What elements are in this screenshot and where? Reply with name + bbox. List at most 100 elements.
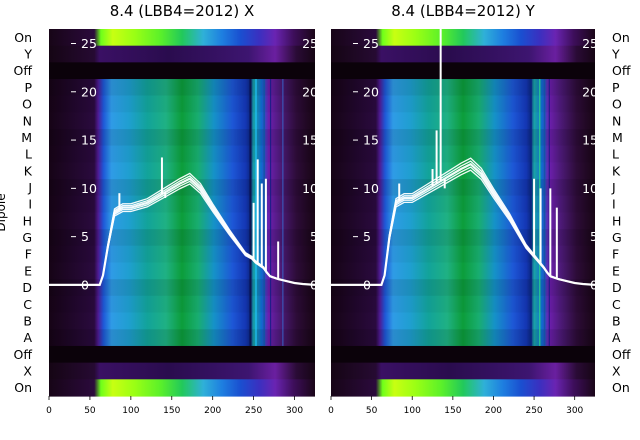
- heatmap-row-y-1: [331, 45, 595, 63]
- row-label-d: D: [22, 280, 32, 295]
- x-tick-label: 150: [163, 406, 180, 416]
- x-tick-label: 150: [444, 406, 461, 416]
- heatmap-row-p-3: [331, 79, 595, 97]
- row-label-x: X: [612, 363, 621, 378]
- row-label-i: I: [28, 197, 32, 212]
- x-tick-label: 200: [204, 406, 221, 416]
- row-label-l: L: [25, 147, 32, 162]
- overlay-y-tick-label: 20: [363, 84, 379, 99]
- row-label-e: E: [612, 263, 620, 278]
- heatmap-streak-2: [543, 79, 546, 346]
- x-tick-label: 300: [566, 406, 583, 416]
- heatmap-row-p-3: [49, 79, 315, 97]
- heatmap-row-n-5: [331, 112, 595, 130]
- heatmap-panel-y: 8.4 (LBB4=2012) YOnYOffPONMLKJIHGFEDCBAO…: [328, 2, 631, 416]
- overlay-y-tick-label: 15: [363, 133, 379, 148]
- y-axis-label: Dipole: [0, 193, 8, 231]
- overlay-y-tick-label-right: 15: [302, 133, 318, 148]
- row-label-off: Off: [14, 63, 33, 78]
- row-label-f: F: [612, 247, 619, 262]
- heatmap-streak-2: [263, 79, 265, 346]
- heatmap-row-o-4: [49, 95, 315, 114]
- overlay-y-tick-label-right: 20: [582, 84, 598, 99]
- heatmap-streak-0: [530, 79, 533, 346]
- row-label-b: B: [23, 313, 32, 328]
- heatmap-streak-3: [548, 79, 550, 346]
- row-label-h: H: [612, 213, 621, 228]
- row-label-x: X: [23, 363, 32, 378]
- heatmap-row-d-15: [331, 279, 595, 297]
- heatmap-row-b-17: [331, 312, 595, 330]
- row-label-d: D: [612, 280, 622, 295]
- row-label-off: Off: [612, 63, 631, 78]
- heatmap-row-shade-12: [49, 229, 315, 246]
- row-label-g: G: [612, 230, 622, 245]
- overlay-y-tick-label-right: 15: [582, 133, 598, 148]
- heatmap-streak-4: [282, 79, 284, 346]
- overlay-y-tick-label-right: 10: [582, 181, 598, 196]
- row-label-i: I: [612, 197, 616, 212]
- row-label-off: Off: [612, 347, 631, 362]
- heatmap-row-shade-15: [49, 279, 315, 296]
- chart-title: 8.4 (LBB4=2012) X: [110, 2, 255, 20]
- heatmap-row-a-18: [49, 329, 315, 347]
- row-label-c: C: [612, 297, 621, 312]
- overlay-y-tick-label: 10: [81, 181, 97, 196]
- heatmap-row-shade-6: [49, 129, 315, 146]
- heatmap-row-d-15: [49, 279, 315, 297]
- row-label-e: E: [24, 263, 32, 278]
- row-label-o: O: [22, 97, 32, 112]
- row-label-h: H: [23, 213, 32, 228]
- row-label-j: J: [611, 180, 616, 195]
- heatmap-row-j-9: [331, 179, 595, 197]
- row-label-k: K: [24, 163, 33, 178]
- heatmap-row-shade-15: [331, 279, 595, 296]
- heatmap-row-shade-13: [49, 245, 315, 263]
- row-label-j: J: [27, 180, 32, 195]
- overlay-trace-4: [49, 172, 316, 286]
- heatmap-row-shade-4: [49, 95, 315, 113]
- heatmap-row-n-5: [49, 112, 315, 130]
- overlay-y-tick-label: 5: [363, 229, 371, 244]
- x-tick-label: 300: [286, 406, 303, 416]
- heatmap-row-on-21: [49, 379, 315, 397]
- x-tick-label: 0: [46, 406, 52, 416]
- chart-panels: 8.4 (LBB4=2012) XOnYOffPONMLKJIHGFEDCBAO…: [0, 2, 631, 416]
- overlay-y-tick-label-right: 5: [310, 229, 318, 244]
- overlay-y-tick-label-right: 25: [582, 36, 598, 51]
- heatmap-row-on-21: [331, 379, 595, 397]
- row-label-on: On: [14, 380, 32, 395]
- row-label-n: N: [612, 113, 621, 128]
- heatmap-row-e-14: [49, 262, 315, 280]
- heatmap-row-f-13: [49, 245, 315, 264]
- row-label-y: Y: [23, 47, 32, 62]
- row-label-k: K: [612, 163, 621, 178]
- heatmap-streak-0: [249, 79, 252, 346]
- heatmap-panel-x: 8.4 (LBB4=2012) XOnYOffPONMLKJIHGFEDCBAO…: [0, 2, 318, 416]
- heatmap-row-o-4: [331, 95, 595, 114]
- heatmap-row-shade-4: [331, 95, 595, 113]
- heatmap-streak-3: [269, 79, 272, 346]
- heatmap-row-on-0: [49, 29, 315, 47]
- x-tick-label: 250: [245, 406, 262, 416]
- heatmap-row-shade-10: [331, 195, 595, 213]
- row-label-a: A: [612, 330, 621, 345]
- overlay-y-tick-label: 15: [81, 133, 97, 148]
- row-label-on: On: [14, 30, 32, 45]
- heatmap-row-l-7: [49, 145, 315, 164]
- heatmap-row-shade-12: [331, 229, 595, 246]
- overlay-trace-4: [331, 157, 596, 286]
- heatmap-row-on-0: [331, 29, 595, 47]
- row-label-p: P: [612, 80, 620, 95]
- heatmap-row-shade-16: [49, 295, 315, 313]
- heatmap-row-shade-16: [331, 295, 595, 313]
- heatmap-row-m-6: [331, 129, 595, 147]
- row-label-y: Y: [611, 47, 620, 62]
- heatmap-row-e-14: [331, 262, 595, 280]
- x-tick-label: 250: [525, 406, 542, 416]
- x-tick-label: 50: [84, 406, 96, 416]
- heatmap-row-shade-3: [331, 79, 595, 96]
- heatmap-row-shade-18: [49, 329, 315, 346]
- heatmap-row-shade-9: [331, 179, 595, 196]
